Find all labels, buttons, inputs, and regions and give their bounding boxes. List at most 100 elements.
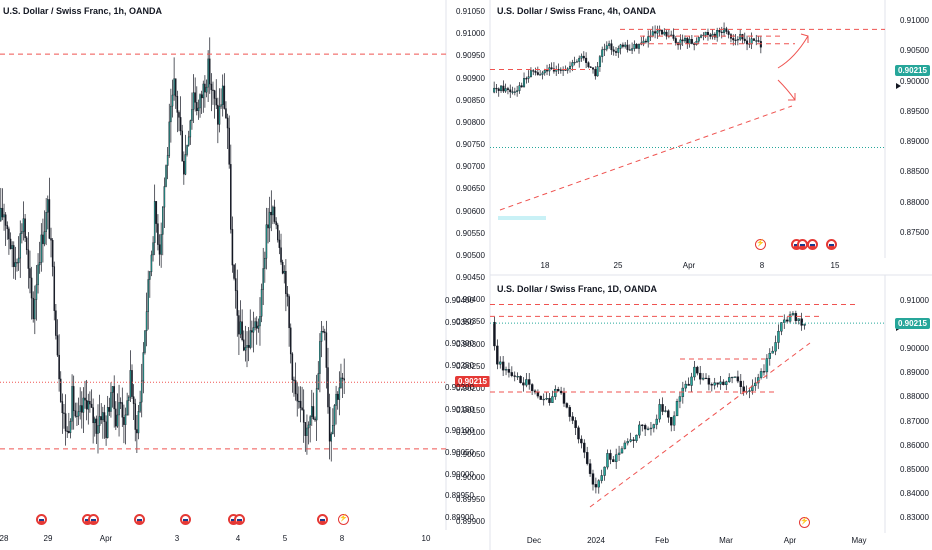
candle-body: [226, 117, 229, 129]
candle-body: [92, 407, 94, 424]
left-y-tick-label: 0.90250: [445, 361, 474, 371]
candle-body: [626, 44, 629, 50]
candle-body: [725, 381, 728, 386]
candle-body: [63, 412, 65, 414]
economic-event-icon[interactable]: [826, 239, 837, 250]
candle-body: [113, 386, 115, 410]
candle-body: [249, 330, 252, 348]
candle-body: [215, 98, 217, 106]
candle-body: [651, 31, 654, 37]
candle-body: [296, 393, 298, 402]
candle-body: [14, 262, 17, 267]
candle-body: [205, 86, 208, 93]
candle-body: [319, 341, 321, 374]
x-tick-label: 10: [421, 534, 431, 543]
candle-body: [516, 376, 519, 378]
trend-line: [499, 105, 793, 211]
candle-body: [791, 313, 795, 315]
candle-body: [247, 345, 250, 348]
candle-body: [155, 201, 158, 224]
candle-body: [794, 313, 798, 321]
economic-event-icon[interactable]: [134, 514, 145, 525]
candle-body: [196, 102, 198, 112]
candle-body: [543, 70, 546, 74]
candle-body: [27, 249, 30, 269]
candle-body: [307, 424, 310, 429]
chart-1d-title: U.S. Dollar / Swiss Franc, 1D, OANDA: [497, 284, 658, 294]
candle-body: [50, 238, 52, 241]
candle-body: [614, 51, 618, 53]
economic-event-icon[interactable]: [88, 514, 99, 525]
candle-body: [504, 369, 508, 371]
candle-body: [265, 224, 268, 259]
candle-body: [163, 186, 166, 208]
candle-body: [173, 78, 175, 96]
lightning-event-icon[interactable]: ⚡: [799, 517, 810, 528]
economic-event-icon[interactable]: [36, 514, 47, 525]
candle-body: [241, 321, 243, 341]
candle-body: [183, 161, 185, 175]
candle-body: [1, 207, 4, 218]
candle-body: [768, 352, 771, 359]
candle-body: [204, 83, 206, 93]
chart-4h-panel: U.S. Dollar / Swiss Franc, 4h, OANDA 0.9…: [489, 0, 932, 276]
candle-body: [556, 388, 560, 392]
candle-body: [500, 85, 503, 91]
candle-body: [149, 271, 151, 280]
candle-body: [168, 121, 171, 156]
y-tick-label: 0.91000: [900, 296, 929, 305]
candle-body: [609, 453, 612, 460]
candle-body: [658, 30, 661, 32]
candle-body: [317, 373, 320, 389]
economic-event-icon[interactable]: [317, 514, 328, 525]
y-tick-label: 0.90300: [456, 339, 485, 349]
candle-body: [596, 66, 599, 77]
candle-body: [780, 322, 783, 332]
candle-body: [720, 31, 723, 33]
candle-body: [327, 367, 329, 408]
candle-body: [234, 278, 237, 291]
candle-body: [541, 72, 544, 75]
candle-body: [591, 473, 595, 485]
candle-body: [84, 397, 86, 401]
y-tick-label: 0.91000: [456, 29, 485, 39]
candle-body: [741, 34, 744, 40]
candle-body: [523, 78, 526, 88]
economic-event-icon[interactable]: [234, 514, 245, 525]
chart-1h-plot[interactable]: [0, 0, 490, 550]
candle-body: [108, 407, 111, 412]
candle-body: [131, 370, 133, 397]
chart-4h-plot[interactable]: [489, 0, 932, 276]
candle-body: [309, 416, 311, 426]
candle-body: [89, 401, 91, 405]
candle-body: [522, 382, 525, 386]
lightning-event-icon[interactable]: ⚡: [338, 514, 349, 525]
candle-body: [580, 438, 583, 444]
candle-body: [520, 85, 523, 88]
candle-body: [548, 398, 551, 403]
lightning-event-icon[interactable]: ⚡: [755, 239, 766, 250]
candle-body: [338, 387, 341, 400]
candle-body: [187, 136, 190, 146]
chart-4h-price-badge: 0.90215: [895, 65, 930, 76]
candle-body: [601, 49, 604, 57]
candle-body: [713, 382, 716, 386]
chart-1d-plot[interactable]: [489, 275, 932, 550]
candle-body: [121, 402, 124, 418]
candle-body: [736, 39, 739, 41]
x-tick-label: 28: [0, 534, 9, 543]
candle-body: [13, 245, 15, 267]
candle-body: [325, 332, 328, 368]
candle-body: [176, 95, 179, 113]
candle-body: [306, 427, 308, 436]
candle-body: [612, 459, 615, 462]
economic-event-icon[interactable]: [807, 239, 818, 250]
y-tick-label: 0.91000: [900, 16, 929, 25]
economic-event-icon[interactable]: [180, 514, 191, 525]
candle-body: [81, 405, 83, 413]
candle-body: [56, 335, 59, 356]
candle-body: [162, 206, 164, 235]
candle-body: [260, 289, 263, 317]
y-tick-label: 0.90000: [900, 344, 929, 354]
candle-body: [230, 164, 232, 230]
